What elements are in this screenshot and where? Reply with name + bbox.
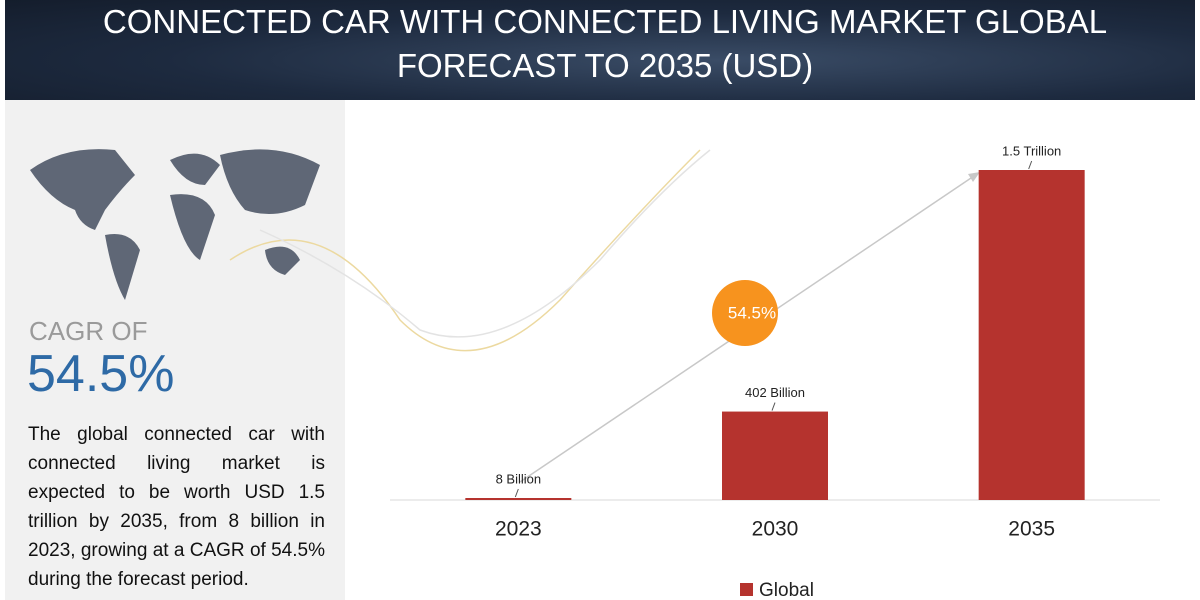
bar <box>722 411 828 500</box>
world-map <box>30 149 320 300</box>
value-label: 402 Billion <box>745 385 805 400</box>
bar <box>465 498 572 500</box>
value-label: 1.5 Trillion <box>1002 143 1061 158</box>
label-tick <box>1028 160 1033 170</box>
value-label: 8 Billion <box>496 471 542 486</box>
arrow-head <box>968 172 980 182</box>
x-tick-label: 2030 <box>752 518 799 541</box>
decor-curve <box>259 149 711 338</box>
description: The global connected car with connected … <box>28 424 325 590</box>
x-tick-label: 2023 <box>495 518 542 541</box>
header: CONNECTED CAR WITH CONNECTED LIVING MARK… <box>5 0 1195 100</box>
label-tick <box>771 402 776 411</box>
title: CONNECTED CAR WITH CONNECTED LIVING MARK… <box>102 3 1108 84</box>
cagr-bubble <box>712 280 778 346</box>
legend-swatch <box>740 583 753 596</box>
cagr-label: CAGR OF <box>29 316 148 346</box>
summary-panel: CAGR OF 54.5% The global connected car w… <box>5 100 345 600</box>
cagr-bubble-label: 54.5% <box>728 303 776 322</box>
decor-curve <box>229 149 701 352</box>
cagr-value: 54.5% <box>27 345 175 403</box>
x-tick-label: 2035 <box>1008 518 1055 541</box>
bar <box>978 170 1085 500</box>
label-tick <box>514 488 519 498</box>
legend-label: Global <box>759 580 814 600</box>
